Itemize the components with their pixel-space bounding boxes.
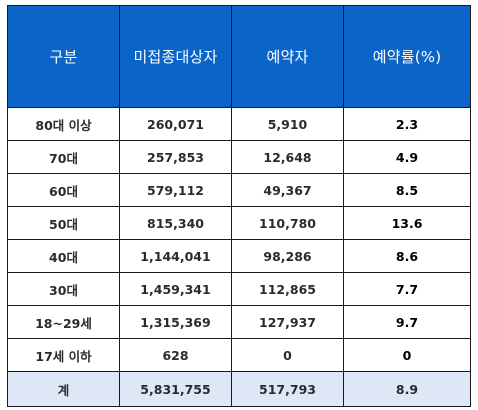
cell-reserved: 49,367: [231, 173, 344, 207]
cell-reserved: 0: [231, 338, 344, 372]
header-rate: 예약률(%): [343, 5, 471, 108]
total-rate: 8.9: [343, 371, 471, 407]
header-reserved: 예약자: [231, 5, 344, 108]
table-row: 30대 1,459,341 112,865 7.7: [7, 272, 471, 306]
cell-reserved: 110,780: [231, 206, 344, 240]
cell-group: 60대: [7, 173, 120, 207]
header-group: 구분: [7, 5, 120, 108]
cell-rate: 0: [343, 338, 471, 372]
cell-group: 50대: [7, 206, 120, 240]
cell-unvaccinated: 1,459,341: [119, 272, 232, 306]
cell-unvaccinated: 260,071: [119, 107, 232, 141]
cell-group: 40대: [7, 239, 120, 273]
cell-group: 30대: [7, 272, 120, 306]
cell-rate: 4.9: [343, 140, 471, 174]
cell-unvaccinated: 815,340: [119, 206, 232, 240]
table-row: 17세 이하 628 0 0: [7, 338, 471, 372]
cell-unvaccinated: 628: [119, 338, 232, 372]
cell-rate: 9.7: [343, 305, 471, 339]
header-row: 구분 미접종대상자 예약자 예약률(%): [7, 5, 471, 108]
header-unvaccinated: 미접종대상자: [119, 5, 232, 108]
total-row: 계 5,831,755 517,793 8.9: [7, 371, 471, 407]
cell-unvaccinated: 1,144,041: [119, 239, 232, 273]
cell-group: 70대: [7, 140, 120, 174]
table-row: 60대 579,112 49,367 8.5: [7, 173, 471, 207]
total-unvaccinated: 5,831,755: [119, 371, 232, 407]
table-row: 40대 1,144,041 98,286 8.6: [7, 239, 471, 273]
cell-reserved: 127,937: [231, 305, 344, 339]
cell-group: 80대 이상: [7, 107, 120, 141]
cell-rate: 8.5: [343, 173, 471, 207]
table-row: 50대 815,340 110,780 13.6: [7, 206, 471, 240]
cell-unvaccinated: 257,853: [119, 140, 232, 174]
cell-reserved: 12,648: [231, 140, 344, 174]
reservation-table: 구분 미접종대상자 예약자 예약률(%) 80대 이상 260,071 5,91…: [7, 5, 471, 407]
cell-unvaccinated: 579,112: [119, 173, 232, 207]
cell-reserved: 98,286: [231, 239, 344, 273]
cell-rate: 13.6: [343, 206, 471, 240]
table-row: 70대 257,853 12,648 4.9: [7, 140, 471, 174]
table-row: 80대 이상 260,071 5,910 2.3: [7, 107, 471, 141]
table-row: 18~29세 1,315,369 127,937 9.7: [7, 305, 471, 339]
cell-group: 18~29세: [7, 305, 120, 339]
cell-rate: 7.7: [343, 272, 471, 306]
reservation-table-container: 구분 미접종대상자 예약자 예약률(%) 80대 이상 260,071 5,91…: [7, 5, 471, 407]
total-reserved: 517,793: [231, 371, 344, 407]
cell-reserved: 5,910: [231, 107, 344, 141]
cell-group: 17세 이하: [7, 338, 120, 372]
cell-unvaccinated: 1,315,369: [119, 305, 232, 339]
total-group: 계: [7, 371, 120, 407]
cell-rate: 2.3: [343, 107, 471, 141]
cell-reserved: 112,865: [231, 272, 344, 306]
cell-rate: 8.6: [343, 239, 471, 273]
